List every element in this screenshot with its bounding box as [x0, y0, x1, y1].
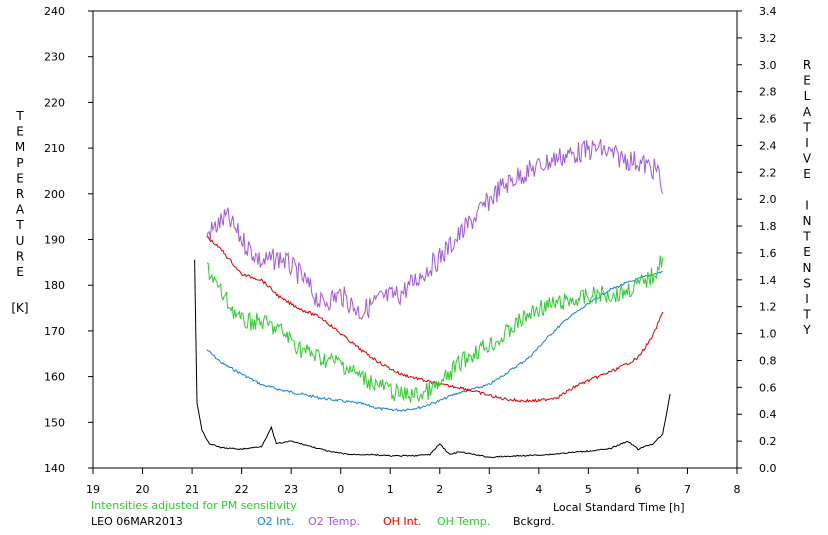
right-axis-letter: E: [803, 167, 811, 181]
right-tick-label: 1.6: [759, 247, 777, 260]
left-tick-label: 230: [44, 51, 65, 64]
sensitivity-note: Intensities adjusted for PM sensitivity: [91, 499, 297, 512]
x-axis-ticks: 19 20 21 22 23 0 1 2 3 4 5 6 7 8: [86, 468, 741, 496]
x-tick-label: 3: [486, 483, 493, 496]
x-tick-label: 19: [86, 483, 100, 496]
right-tick-label: 2.0: [759, 193, 777, 206]
legend-entry: O2 Temp.: [308, 515, 360, 528]
right-tick-label: 0.4: [759, 408, 777, 421]
x-tick-label: 20: [136, 483, 150, 496]
left-axis-letter: R: [16, 249, 24, 263]
left-axis-letter: T: [15, 109, 24, 123]
left-tick-label: 140: [44, 462, 65, 475]
right-axis-letter: T: [802, 120, 811, 134]
right-tick-label: 0.2: [759, 435, 777, 448]
right-axis-letter: T: [802, 230, 811, 244]
left-axis-unit: [K]: [11, 301, 28, 315]
left-axis-letter: E: [16, 171, 24, 185]
legend-entry: Bckgrd.: [513, 515, 555, 528]
plot-frame: [92, 10, 738, 469]
station-date: LEO 06MAR2013: [91, 515, 183, 528]
x-tick-label: 1: [387, 483, 394, 496]
x-tick-label: 2: [436, 483, 443, 496]
right-axis-letter: N: [803, 261, 812, 275]
right-tick-label: 1.2: [759, 301, 777, 314]
right-axis-letter: I: [805, 198, 809, 212]
left-tick-label: 220: [44, 96, 65, 109]
left-axis-letter: E: [16, 125, 24, 139]
right-axis-letter: I: [805, 136, 809, 150]
x-tick-label: 5: [585, 483, 592, 496]
x-tick-label: 23: [284, 483, 298, 496]
x-tick-label: 7: [684, 483, 691, 496]
series-line-oh_temp: [206, 255, 664, 403]
legend-entry: O2 Int.: [257, 515, 294, 528]
left-axis-ticks: 140 150 160 170 180 190 200 210 220 230 240: [44, 5, 93, 475]
right-tick-label: 1.8: [759, 220, 777, 233]
right-axis-letter: N: [803, 214, 812, 228]
left-tick-label: 180: [44, 279, 65, 292]
right-axis-letter: E: [803, 245, 811, 259]
right-axis-letter: T: [802, 308, 811, 322]
left-axis-letter: M: [15, 140, 25, 154]
series-line-o2_int: [206, 270, 663, 412]
right-tick-label: 3.0: [759, 59, 777, 72]
left-tick-label: 190: [44, 234, 65, 247]
right-tick-label: 3.2: [759, 32, 777, 45]
right-tick-label: 2.8: [759, 86, 777, 99]
right-tick-label: 0.0: [759, 462, 777, 475]
left-tick-label: 150: [44, 416, 65, 429]
series-line-oh_int: [206, 236, 664, 403]
series-layer: [194, 139, 671, 459]
x-tick-label: 6: [634, 483, 641, 496]
legend-entry: OH Int.: [383, 515, 421, 528]
left-axis-letter: T: [15, 218, 24, 232]
right-tick-label: 2.6: [759, 113, 777, 126]
left-axis-letter: P: [16, 156, 23, 170]
right-axis-letter: R: [803, 58, 811, 72]
left-tick-label: 160: [44, 371, 65, 384]
left-tick-label: 200: [44, 188, 65, 201]
left-tick-label: 170: [44, 325, 65, 338]
x-tick-label: 8: [734, 483, 741, 496]
legend: O2 Int. O2 Temp. OH Int. OH Temp. Bckgrd.: [257, 515, 555, 528]
right-tick-label: 3.4: [759, 5, 777, 18]
right-axis-letter: Y: [802, 323, 811, 337]
series-line-o2_temp: [206, 139, 664, 321]
right-tick-label: 2.4: [759, 139, 777, 152]
x-tick-label: 4: [535, 483, 542, 496]
right-axis-letter: V: [803, 152, 812, 166]
right-tick-label: 2.2: [759, 166, 777, 179]
x-axis-label: Local Standard Time [h]: [553, 501, 685, 514]
right-axis-letter: E: [803, 74, 811, 88]
left-tick-label: 240: [44, 5, 65, 18]
legend-entry: OH Temp.: [437, 515, 490, 528]
left-axis-letter: U: [16, 234, 25, 248]
right-axis-letter: A: [803, 105, 812, 119]
right-tick-label: 0.6: [759, 381, 777, 394]
right-axis-letter: L: [804, 89, 811, 103]
series-line-bckgrd: [194, 259, 671, 459]
right-axis-letter: I: [805, 292, 809, 306]
right-tick-label: 1.0: [759, 328, 777, 341]
left-tick-label: 210: [44, 142, 65, 155]
left-axis-letter: R: [16, 187, 24, 201]
right-axis-letter: S: [803, 276, 811, 290]
left-axis-letter: A: [16, 203, 25, 217]
left-axis-letter: E: [16, 265, 24, 279]
x-tick-label: 21: [185, 483, 199, 496]
right-axis-ticks: 0.0 0.2 0.4 0.6 0.8 1.0 1.2 1.4 1.6 1.8 2.0 2.2 2.4 2…: [737, 5, 777, 475]
x-tick-label: 22: [235, 483, 249, 496]
right-tick-label: 0.8: [759, 354, 777, 367]
right-tick-label: 1.4: [759, 274, 777, 287]
x-tick-label: 0: [337, 483, 344, 496]
